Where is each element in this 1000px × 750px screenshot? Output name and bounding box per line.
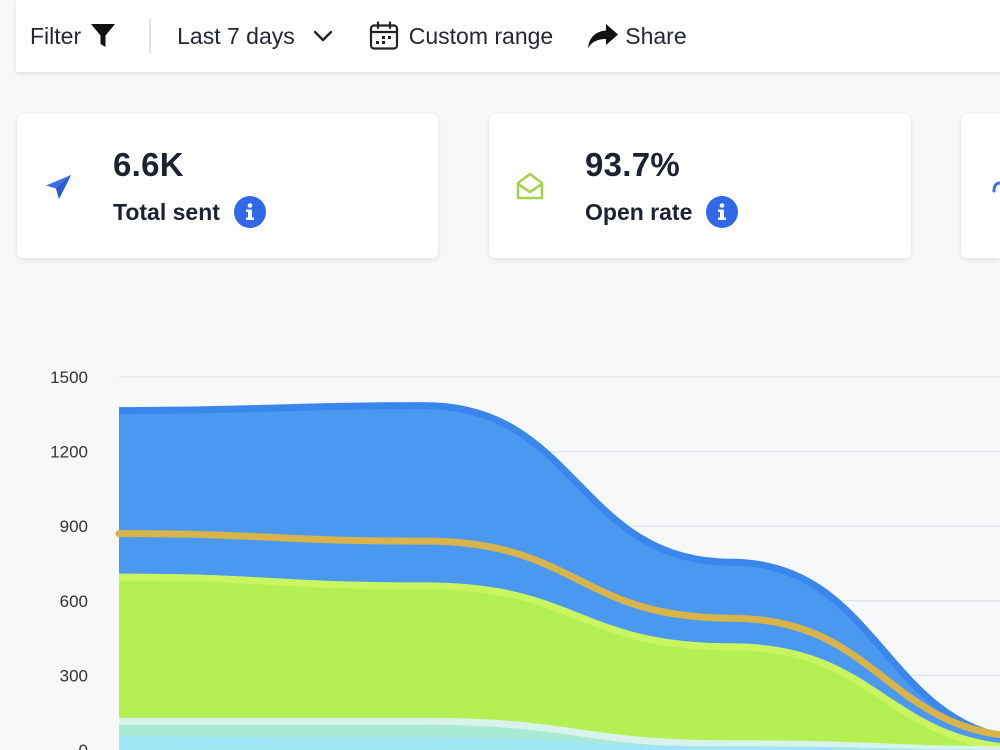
- series-area: [119, 577, 1000, 750]
- series-edge: [118, 573, 1000, 750]
- series-area: [119, 736, 1000, 750]
- share-button[interactable]: Share: [587, 22, 687, 50]
- date-range-select[interactable]: Last 7 days: [177, 23, 333, 50]
- calendar-icon: [369, 21, 399, 51]
- y-axis: 0 300 600 900 1200 1500: [50, 368, 88, 750]
- filter-button[interactable]: Filter: [30, 22, 116, 50]
- custom-range-button[interactable]: Custom range: [369, 21, 553, 51]
- stat-label: Total sent: [113, 198, 220, 225]
- stat-value: 6.6K: [113, 146, 184, 183]
- stat-label-row: Open rate: [585, 196, 739, 228]
- link-icon: [992, 181, 1000, 193]
- filter-label: Filter: [30, 22, 82, 49]
- sends-area-chart: 0 300 600 900 1200 1500: [50, 368, 1000, 750]
- y-tick-label: 900: [60, 517, 88, 536]
- toolbar: Filter Last 7 days Custom range: [16, 0, 1000, 72]
- funnel-icon: [91, 23, 116, 49]
- y-tick-label: 300: [60, 666, 88, 685]
- share-label: Share: [625, 22, 687, 49]
- chevron-down-icon: [313, 30, 333, 42]
- info-icon[interactable]: [706, 196, 739, 228]
- paper-plane-icon: [43, 172, 73, 202]
- y-tick-label: 1500: [50, 368, 88, 387]
- toolbar-divider: [149, 19, 152, 53]
- stat-value: 93.7%: [585, 146, 681, 183]
- series-edge: [119, 717, 1000, 750]
- stat-card-open-rate: 93.7% Open rate: [489, 114, 911, 258]
- info-icon[interactable]: [233, 196, 266, 228]
- chart-series: [115, 402, 1000, 750]
- y-tick-label: 1200: [50, 443, 88, 462]
- series-line: [115, 530, 1000, 739]
- stat-label: Open rate: [585, 198, 693, 225]
- stat-label-row: Total sent: [113, 196, 266, 228]
- custom-range-label: Custom range: [408, 22, 554, 49]
- stat-card-total-sent: 6.6K Total sent: [17, 114, 438, 258]
- envelope-open-icon: [515, 170, 545, 202]
- series-edge: [118, 402, 1000, 740]
- y-tick-label: 0: [79, 741, 88, 750]
- date-range-label: Last 7 days: [177, 22, 295, 49]
- share-arrow-icon: [587, 22, 619, 50]
- stat-card-partial: [961, 114, 1000, 258]
- y-tick-label: 600: [60, 592, 88, 611]
